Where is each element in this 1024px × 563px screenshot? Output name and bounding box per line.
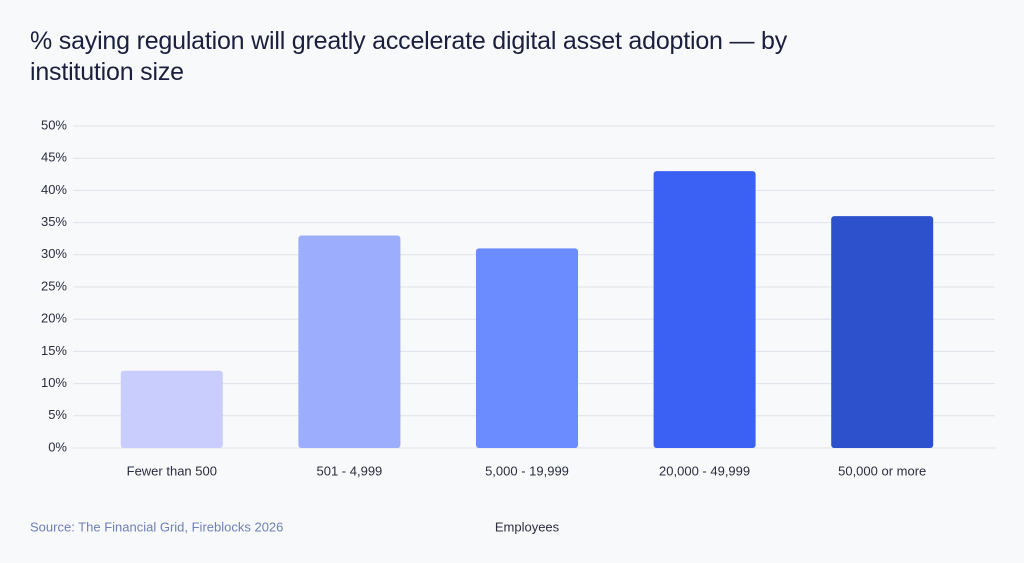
y-tick-label: 35% (41, 214, 67, 229)
x-tick-label: 501 - 4,999 (317, 463, 383, 478)
x-axis-label: Employees (495, 519, 560, 534)
y-tick-label: 5% (48, 407, 67, 422)
source: Source: The Financial Grid, Fireblocks 2… (30, 519, 283, 534)
y-tick-label: 30% (41, 246, 67, 261)
bar (653, 171, 756, 448)
bar (476, 248, 578, 448)
x-tick-label: 20,000 - 49,999 (659, 463, 750, 478)
x-tick-label: Fewer than 500 (127, 463, 217, 478)
y-tick-label: 40% (41, 182, 67, 197)
y-tick-label: 20% (41, 311, 67, 326)
bar (298, 235, 401, 448)
y-tick-label: 25% (41, 278, 67, 293)
y-tick-label: 50% (41, 117, 67, 132)
bar (120, 370, 223, 448)
x-tick-label: 50,000 or more (838, 463, 926, 478)
y-tick-label: 15% (41, 343, 67, 358)
y-tick-label: 10% (41, 375, 67, 390)
y-tick-label: 0% (48, 439, 67, 454)
bar (831, 216, 934, 448)
x-tick-label: 5,000 - 19,999 (485, 463, 569, 478)
y-tick-label: 45% (41, 150, 67, 165)
chart-title: % saying regulation will greatly acceler… (30, 27, 788, 86)
